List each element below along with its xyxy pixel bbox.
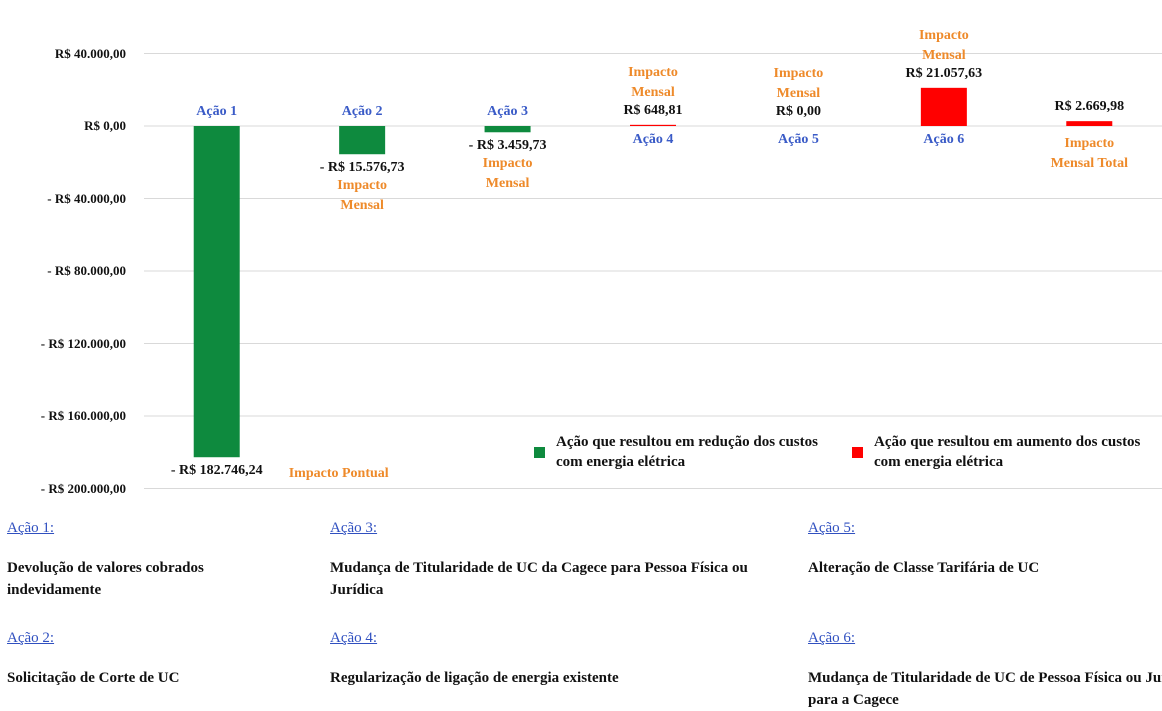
y-tick-label: - R$ 120.000,00: [40, 335, 126, 351]
value-label: R$ 2.669,98: [1054, 99, 1125, 115]
category-label: Ação 4: [632, 132, 674, 147]
category-label: Ação 3: [487, 104, 528, 119]
annotation: Impacto Mensal: [337, 178, 388, 214]
description-text: Mudança de Titularidade de UC de Pessoa …: [808, 670, 1162, 708]
description: Ação 1: Devolução de valores cobrados ind…: [7, 520, 330, 630]
description-text: Alteração de Classe Tarifária de UC: [808, 560, 1040, 576]
bar: [339, 126, 386, 155]
description: Ação 4: Regularização de ligação de energ…: [330, 630, 808, 710]
descriptions: Ação 1: Devolução de valores cobrados ind…: [0, 520, 1162, 710]
value-label: - R$ 15.576,73: [319, 160, 405, 176]
plot: [144, 53, 1162, 489]
value-label: R$ 648,81: [623, 102, 683, 118]
description-heading: Ação 6:: [808, 630, 856, 646]
legend-label: Ação que resultou em redução dos custos …: [556, 434, 818, 470]
y-tick-label: - R$ 200.000,00: [40, 480, 126, 496]
description-text: Solicitação de Corte de UC: [7, 670, 180, 686]
y-tick-label: - R$ 160.000,00: [40, 408, 126, 423]
annotation: Impacto Mensal: [918, 27, 969, 63]
description-text: Mudança de Titularidade de UC da Cagece …: [330, 560, 748, 598]
legend-label: Ação que resultou em aumento dos custos …: [874, 434, 1141, 470]
annotation: Impacto Pontual: [288, 466, 389, 482]
y-tick-label: R$ 40.000,00: [54, 45, 126, 61]
bar: [1066, 121, 1113, 126]
description: Ação 3: Mudança de Titularidade de UC da …: [330, 520, 808, 630]
description-heading: Ação 4:: [330, 630, 378, 646]
description: Ação 2: Solicitação de Corte de UC: [7, 630, 330, 710]
description-text: Devolução de valores cobrados indevidame…: [7, 560, 204, 598]
value-label: - R$ 3.459,73: [468, 138, 547, 154]
legend-swatch: [534, 447, 545, 458]
description: Ação 5: Alteração de Classe Tarifária de …: [808, 520, 1162, 630]
value-label: - R$ 182.746,24: [170, 463, 263, 479]
bar: [193, 126, 240, 458]
description-heading: Ação 1:: [7, 520, 55, 536]
category-label: Ação 1: [196, 104, 238, 119]
description-heading: Ação 2:: [7, 630, 55, 646]
y-tick-label: - R$ 40.000,00: [47, 190, 126, 206]
annotation: Impacto Mensal: [628, 64, 678, 100]
description-heading: Ação 5:: [808, 520, 856, 536]
annotation: Impacto Mensal: [482, 156, 533, 192]
description: Ação 6: Mudança de Titularidade de UC de …: [808, 630, 1162, 710]
y-tick-label: - R$ 80.000,00: [47, 263, 126, 278]
description-text: Regularização de ligação de energia exis…: [330, 670, 619, 686]
category-label: Ação 5: [778, 132, 819, 147]
category-label: Ação 6: [923, 132, 965, 147]
chart: R$ 40.000,00 R$ 0,00 - R$ 40.000,00 - R$ 80…: [40, 27, 1162, 496]
bar: [484, 126, 531, 133]
value-label: R$ 0,00: [775, 104, 821, 119]
category-label: Ação 2: [341, 104, 383, 119]
bar: [630, 124, 676, 126]
bar: [920, 87, 967, 126]
annotation: Impacto Mensal Total: [1050, 136, 1128, 171]
legend-swatch: [852, 447, 863, 458]
value-label: R$ 21.057,63: [905, 65, 983, 81]
y-tick-label: R$ 0,00: [84, 118, 126, 133]
description-heading: Ação 3:: [330, 520, 378, 536]
annotation: Impacto Mensal: [773, 66, 824, 101]
